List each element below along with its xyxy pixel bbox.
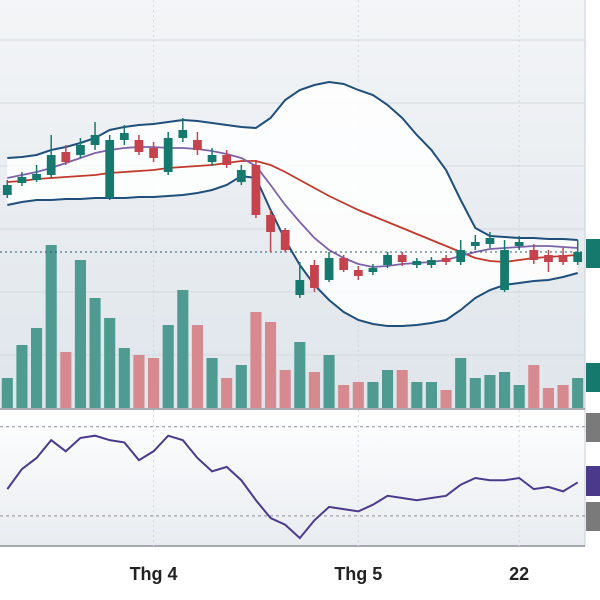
candle-body [90,135,100,145]
volume-bar [323,355,335,408]
price-tag [586,239,600,268]
volume-bar [279,370,291,408]
candle-body [412,261,422,265]
rsi-panel [0,410,585,546]
candle-body [500,250,509,290]
candle-body [397,255,407,262]
indicator-line [7,80,578,241]
candle-body [280,230,290,250]
volume-bar [45,245,57,408]
volume-bar [191,325,203,408]
volume-bar [440,390,452,408]
candle-body [251,165,261,215]
candle-body [470,242,480,246]
volume-bar [513,385,525,408]
candle-body [441,258,451,262]
candle-body [76,145,85,155]
candle-body [46,155,56,175]
volume-bar [162,325,174,408]
candle-body [222,155,232,165]
volume-bar [89,298,101,408]
candle-body [17,177,27,183]
volume-bar [499,372,511,408]
volume-bar [265,322,277,408]
candle-body [383,255,392,265]
volume-bar [1,378,13,408]
volume-bar [235,365,247,408]
volume-bar [572,378,584,408]
candle-body [558,255,568,262]
candle-body [514,242,524,246]
candle-body [529,250,539,260]
volume-bar [469,378,481,408]
candle-body [339,258,349,270]
volume-bar [425,382,437,408]
volume-bar [148,358,160,408]
candle-body [149,148,158,158]
x-tick-label: Thg 5 [334,564,382,584]
candle-body [32,174,41,180]
volume-bar [396,370,408,408]
candle-body [266,215,275,232]
candle-body [368,268,378,272]
candle-body [193,140,202,150]
candle-body [163,138,173,172]
rsi-tag [586,413,600,442]
volume-bar [308,372,320,408]
volume-bar [177,290,189,408]
volume-bar [118,348,130,408]
volume-bar [133,355,145,408]
candle-body [456,250,466,262]
volume-bar [206,358,218,408]
x-tick-label: 22 [509,564,529,584]
candle-body [324,258,334,280]
x-tick-label: Thg 4 [130,564,178,584]
candle-body [485,238,495,244]
volume-bar [557,385,569,408]
volume-bar [60,352,72,408]
candle-body [134,140,144,152]
candle-body [178,130,188,138]
indicator-line [7,146,578,268]
volume-bar [250,312,262,408]
indicator-line [7,160,578,263]
candle-body [105,140,115,198]
plot: Thg 4 Thg 5 22 [0,0,585,584]
volume-bar [484,375,496,408]
volume-bar [542,388,554,408]
candle-body [61,152,71,162]
rsi-line [6,434,579,540]
rsi-value-tag [586,466,600,496]
candle-body [236,170,246,182]
indicator-line [7,174,578,327]
candle-body [310,265,319,288]
volume-tag [586,363,600,392]
volume-bar [382,370,394,408]
candle-body [119,133,129,140]
volume-bar [338,385,350,408]
candle-body [295,280,305,295]
volume-bar [455,358,467,408]
volume-bar [104,318,116,408]
candle-body [207,155,217,162]
volume-bar [31,328,43,408]
candle-body [573,252,583,262]
volume-bar [74,260,86,408]
candle-body [544,255,553,262]
volume-bar [221,378,233,408]
rsi-tag [586,502,600,531]
candle-body [2,185,12,195]
candle-body [427,260,436,265]
volume-bar [352,382,364,408]
volume-bar [16,345,28,408]
volume-bar [411,382,423,408]
volume-bar [294,342,306,408]
volume-bar [528,365,540,408]
volume-bar [367,382,379,408]
candle-body [353,270,363,276]
